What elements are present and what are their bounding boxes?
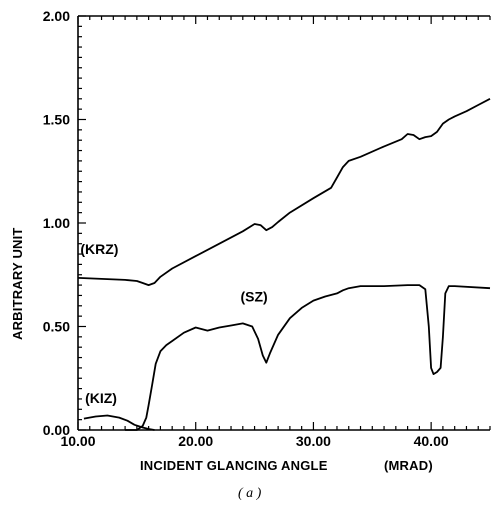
series-label-kiz: (KIZ) [85, 390, 117, 406]
series-label-krz: (KRZ) [80, 241, 118, 257]
series-line-krz [77, 98, 491, 287]
x-tick-label: 30.00 [296, 433, 331, 449]
plot-frame [77, 15, 491, 431]
figure-caption: ( a ) [238, 486, 262, 501]
x-axis-label: INCIDENT GLANCING ANGLE [140, 458, 328, 473]
y-tick-label: 1.00 [43, 215, 70, 231]
y-axis-label: ARBITRARY UNIT [10, 227, 25, 340]
labels-layer: 10.00 20.00 30.00 40.00 0.00 0.50 1.00 1.50 2.00… [43, 8, 449, 449]
series-label-sz: (SZ) [240, 289, 267, 305]
series-line-kiz [83, 414, 155, 431]
y-tick-label: 2.00 [43, 8, 70, 24]
y-tick-label: 0.50 [43, 319, 70, 335]
x-tick-label: 10.00 [60, 433, 95, 449]
x-tick-label: 40.00 [414, 433, 449, 449]
x-tick-label: 20.00 [178, 433, 213, 449]
y-tick-label: 0.00 [43, 422, 70, 438]
series-line-sz [125, 284, 491, 431]
series-layer [77, 98, 491, 431]
x-axis-unit: (MRAD) [384, 458, 433, 473]
y-tick-label: 1.50 [43, 112, 70, 128]
